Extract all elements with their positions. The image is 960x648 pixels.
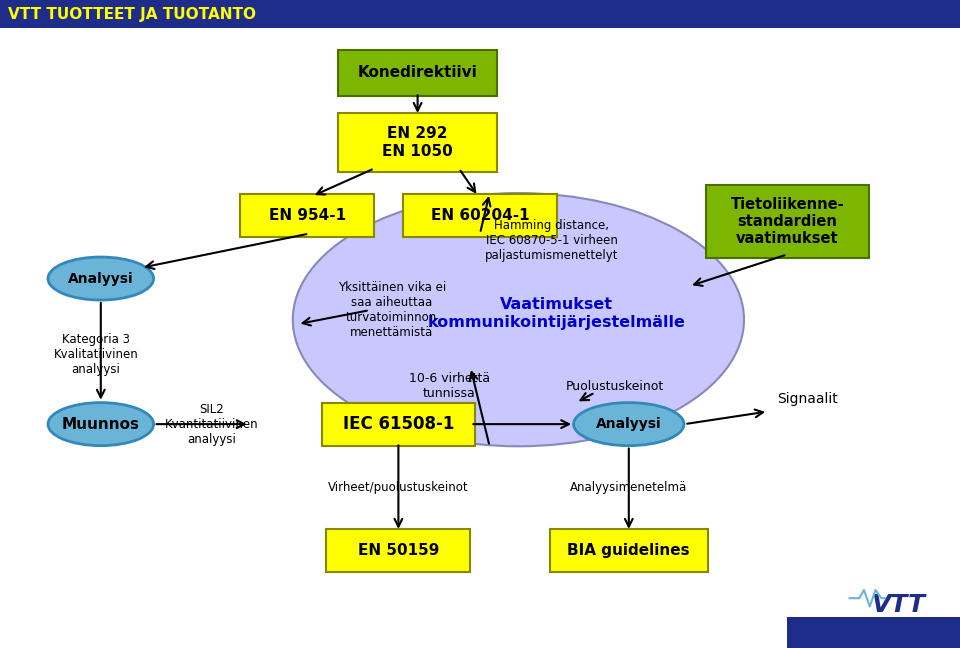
Text: Vaatimukset
kommunikointijärjestelmälle: Vaatimukset kommunikointijärjestelmälle [428,297,685,330]
FancyBboxPatch shape [549,529,708,572]
Text: IEC 61508-1: IEC 61508-1 [343,415,454,433]
FancyBboxPatch shape [338,113,497,172]
FancyBboxPatch shape [706,185,869,258]
Text: Analyysi: Analyysi [68,272,133,286]
Text: Yksittäinen vika ei
saa aiheuttaa
turvatoiminnon
menettämistä: Yksittäinen vika ei saa aiheuttaa turvat… [338,281,445,339]
Text: Analyysi: Analyysi [596,417,661,431]
Ellipse shape [48,257,154,300]
Text: EN 292
EN 1050: EN 292 EN 1050 [382,126,453,159]
Text: BIA guidelines: BIA guidelines [567,543,690,558]
Text: VTT TUOTTEET JA TUOTANTO: VTT TUOTTEET JA TUOTANTO [8,6,255,22]
Text: EN 50159: EN 50159 [358,543,439,558]
FancyBboxPatch shape [240,194,374,237]
Text: Signaalit: Signaalit [778,392,838,406]
Text: EN 954-1: EN 954-1 [269,208,346,223]
Text: Tietoliikenne-
standardien
vaatimukset: Tietoliikenne- standardien vaatimukset [731,196,844,246]
Text: SIL2
Kvantitatiivinen
analyysi: SIL2 Kvantitatiivinen analyysi [164,402,258,446]
Text: Muunnos: Muunnos [61,417,140,432]
Text: Konedirektiivi: Konedirektiivi [358,65,477,80]
Text: Analyysimenetelmä: Analyysimenetelmä [570,481,687,494]
Text: VTT: VTT [871,592,924,616]
Text: Kategoria 3
Kvalitatiivinen
analyysi: Kategoria 3 Kvalitatiivinen analyysi [54,333,138,376]
FancyBboxPatch shape [0,0,960,29]
Ellipse shape [48,402,154,446]
FancyBboxPatch shape [322,402,475,446]
Text: EN 60204-1: EN 60204-1 [431,208,529,223]
FancyBboxPatch shape [403,194,557,237]
Text: 10-6 virhettä
tunnissa: 10-6 virhettä tunnissa [409,372,490,400]
FancyBboxPatch shape [787,617,960,648]
FancyBboxPatch shape [338,50,497,96]
Ellipse shape [293,193,744,446]
Text: Virheet/puolustuskeinot: Virheet/puolustuskeinot [328,481,468,494]
Text: Hamming distance,
IEC 60870-5-1 virheen
paljastumismenettelyt: Hamming distance, IEC 60870-5-1 virheen … [485,219,619,262]
FancyBboxPatch shape [326,529,470,572]
Text: Puolustuskeinot: Puolustuskeinot [565,380,663,393]
Ellipse shape [574,402,684,446]
